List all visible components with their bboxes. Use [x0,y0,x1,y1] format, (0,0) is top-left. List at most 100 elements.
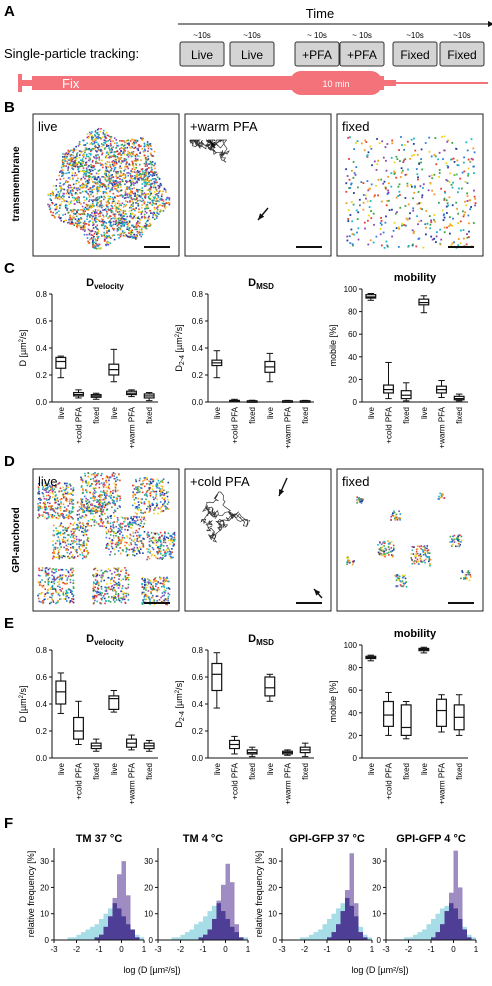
track-point [75,183,77,185]
track-point [123,152,125,154]
track-point [143,194,145,196]
track-point [43,496,45,498]
track-point [398,246,400,248]
y-tick-label: 0.4 [192,344,204,353]
track-point [108,154,110,156]
track-point [403,159,405,161]
track-point [68,196,70,198]
track-point [141,174,143,176]
track-point [68,572,70,574]
track-point [73,213,75,215]
track-point [93,176,95,178]
track-point [456,148,458,150]
track-point [85,475,87,477]
track-point [156,505,158,507]
track-point [122,598,124,600]
track-point [107,516,109,518]
track-point [97,147,99,149]
track-point [79,157,81,159]
track-point [101,603,103,605]
track-point [125,587,127,589]
track-point [55,508,57,510]
track-point [171,551,173,553]
track-point [102,503,104,505]
track-point [108,152,110,154]
track-point [133,522,135,524]
track-point [391,209,393,211]
track-point [114,183,116,185]
track-point [95,476,97,478]
track-point [388,554,390,556]
track-point [109,570,111,572]
track-point [136,492,138,494]
track-point [107,166,109,168]
track-point [70,190,72,192]
track-point [101,143,103,145]
track-point [435,137,437,139]
track-point [76,198,78,200]
track-point [98,582,100,584]
track-point [77,519,79,521]
panel-d: D GPI-anchored live +cold PFA fixed [4,453,483,611]
track-point [67,208,69,210]
track-point [148,176,150,178]
track-point [118,208,120,210]
track-point [96,187,98,189]
track-point [152,504,154,506]
track-point [113,224,115,226]
track-point [78,222,80,224]
track-point [106,157,108,159]
track-point [132,505,134,507]
track-point [53,551,55,553]
track-point [354,172,356,174]
track-point [115,533,117,535]
track-point [121,540,123,542]
track-point [49,204,51,206]
track-point [135,497,137,499]
track-point [57,557,59,559]
track-point [381,550,383,552]
track-point [86,197,88,199]
track-point [113,503,115,505]
track-point [65,499,67,501]
track-point [86,164,88,166]
track-point [115,171,117,173]
track-point [119,140,121,142]
track-point [357,500,359,502]
track-point [154,555,156,557]
track-point [137,498,139,500]
track-point [126,162,128,164]
track-point [59,525,61,527]
track-point [370,210,372,212]
track-point [139,164,141,166]
track-point [155,495,157,497]
track-point [106,490,108,492]
track-point [167,551,169,553]
track-point [154,191,156,193]
track-point [63,510,65,512]
track-point [106,544,108,546]
track-point [83,550,85,552]
track-point [127,166,129,168]
track-point [148,583,150,585]
track-point [92,235,94,237]
track-point [79,517,81,519]
track-point [457,244,459,246]
track-point [106,482,108,484]
track-point [107,517,109,519]
track-point [135,199,137,201]
step-duration: ~10s [193,31,211,40]
track-point [156,207,158,209]
track-point [160,577,162,579]
track-point [143,588,145,590]
track-point [444,198,446,200]
track-point [174,532,176,534]
track-point [89,191,91,193]
track-point [92,239,94,241]
track-point [52,490,54,492]
track-point [138,501,140,503]
track-point [103,521,105,523]
track-point [385,216,387,218]
track-point [72,219,74,221]
category-label: live [110,406,119,419]
